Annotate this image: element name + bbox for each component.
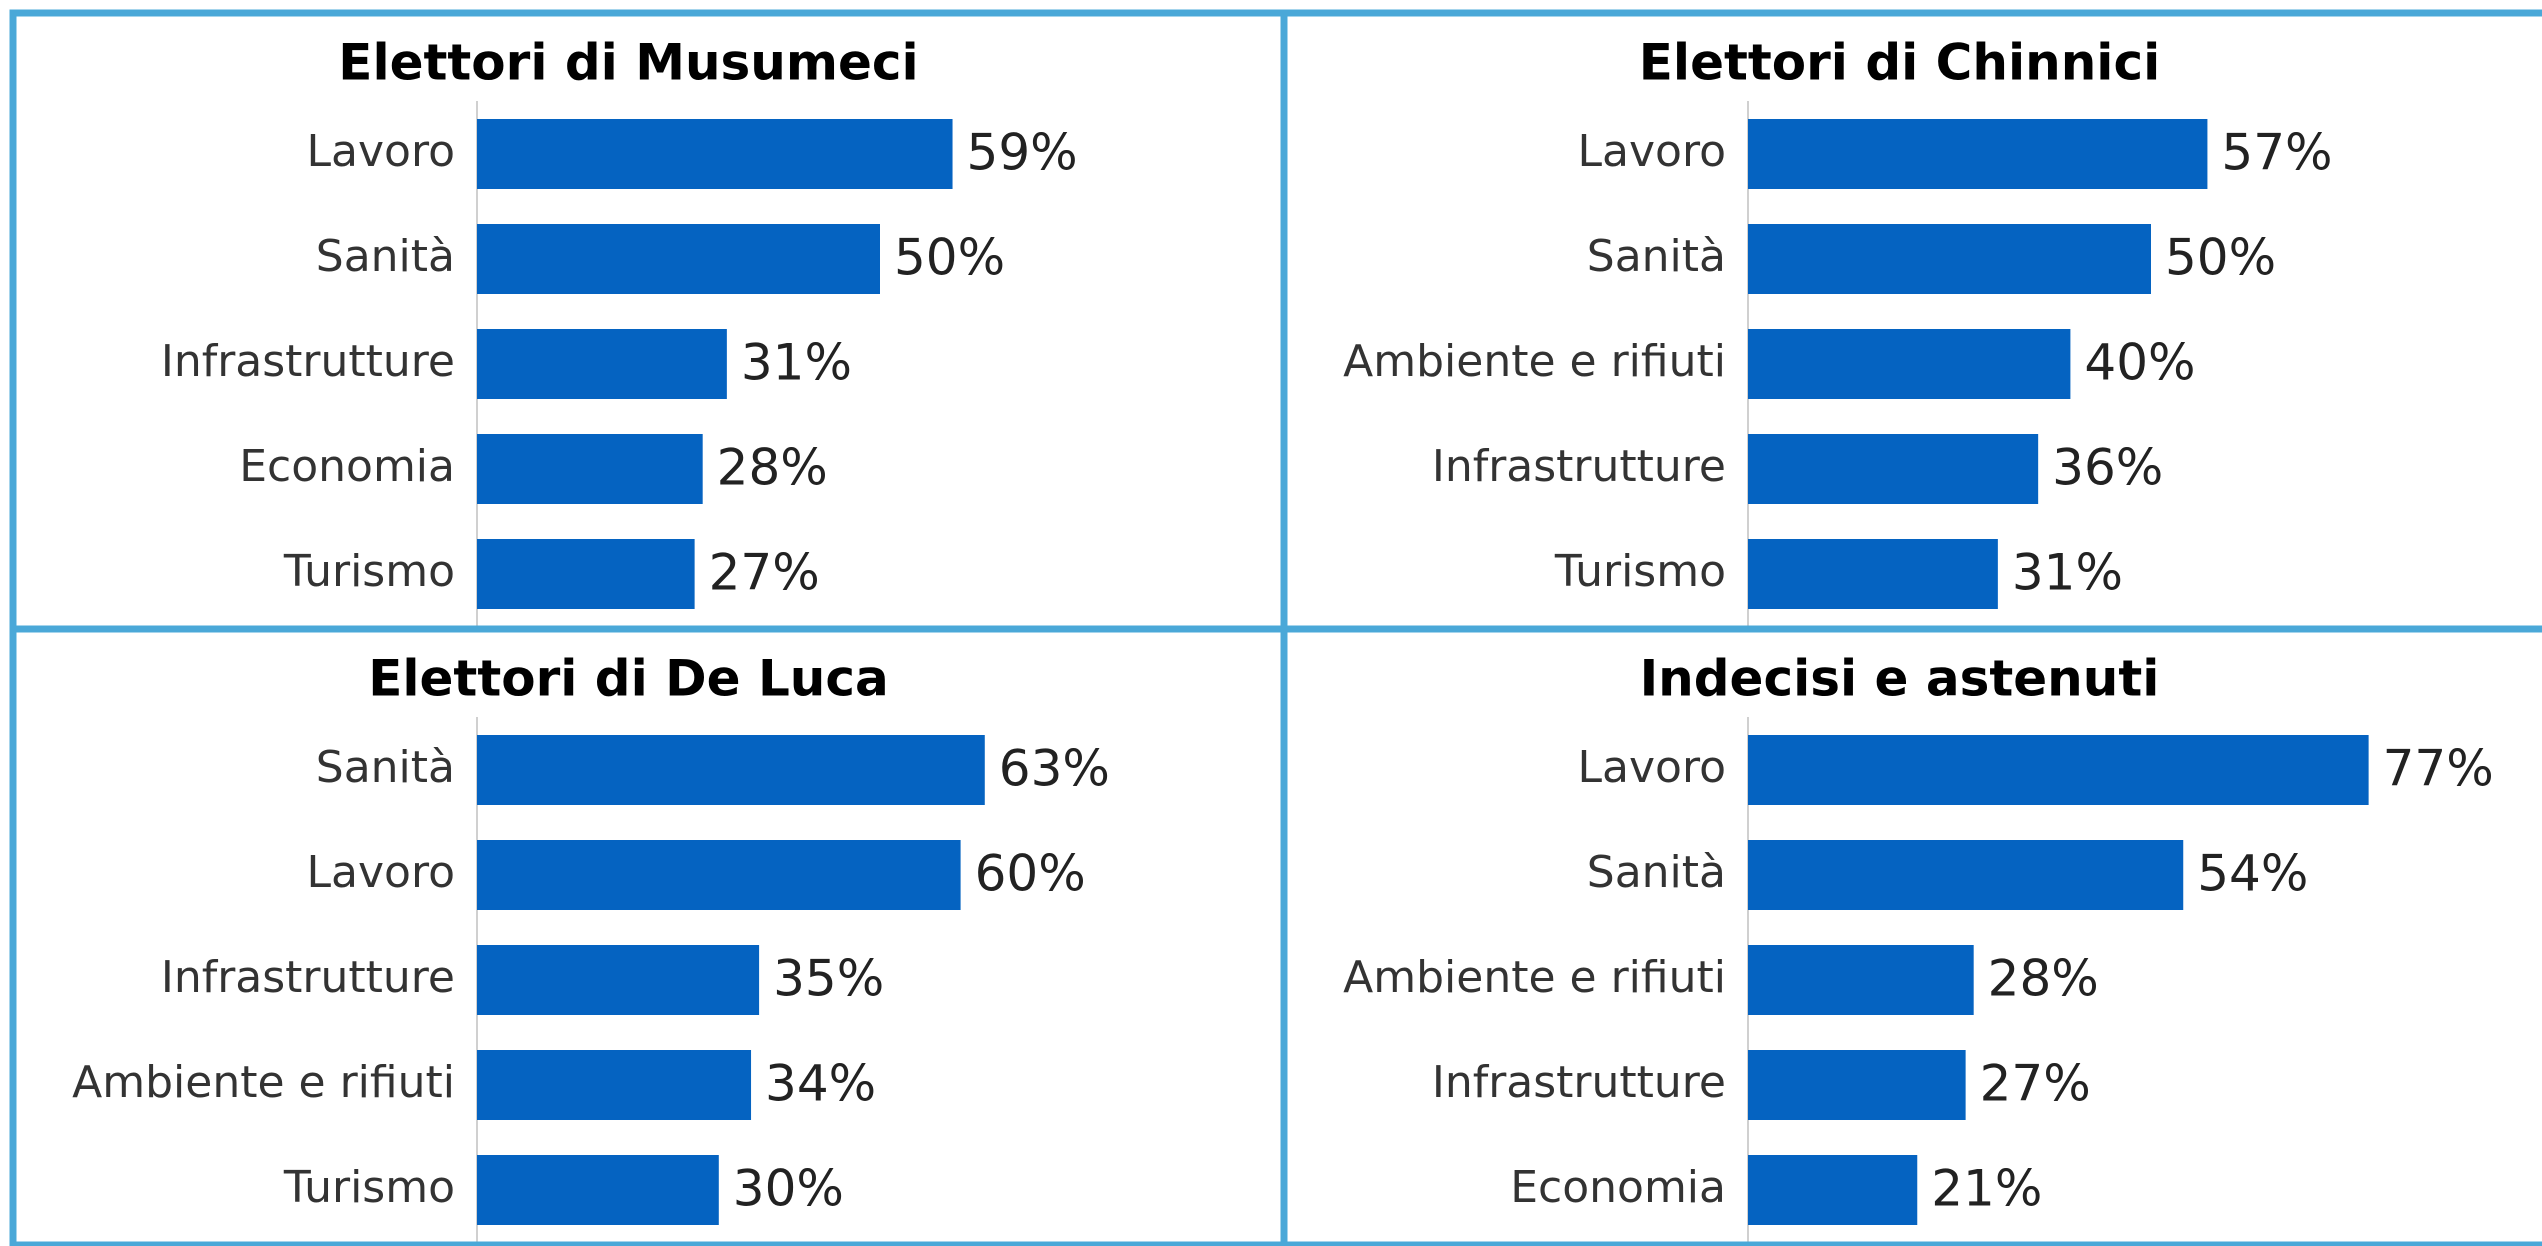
- bar: [1748, 224, 2151, 294]
- category-label: Sanità: [1587, 847, 1726, 898]
- value-label: 50%: [894, 229, 1005, 287]
- value-label: 57%: [2221, 124, 2332, 182]
- bar: [477, 840, 961, 910]
- bar: [1748, 1155, 1918, 1225]
- category-label: Economia: [1510, 1162, 1726, 1213]
- category-label: Lavoro: [1578, 126, 1726, 177]
- value-label: 35%: [773, 950, 884, 1008]
- panel-border: [1280, 625, 2542, 1246]
- value-label: 50%: [2165, 229, 2276, 287]
- chart-title: Indecisi e astenuti: [1640, 650, 2160, 708]
- category-label: Turismo: [283, 1162, 455, 1213]
- category-label: Infrastrutture: [1432, 441, 1726, 492]
- bar: [477, 434, 703, 504]
- chart-title: Elettori di De Luca: [368, 650, 889, 708]
- bar: [1748, 840, 2184, 910]
- bar: [1748, 119, 2208, 189]
- bar: [477, 1050, 752, 1120]
- value-label: 34%: [765, 1055, 876, 1113]
- bar: [477, 735, 985, 805]
- bar: [1748, 539, 1998, 609]
- value-label: 21%: [1931, 1160, 2042, 1218]
- category-label: Ambiente e rifiuti: [1343, 952, 1726, 1003]
- value-label: 54%: [2197, 845, 2308, 903]
- bar: [477, 1155, 719, 1225]
- value-label: 36%: [2052, 439, 2163, 497]
- category-label: Ambiente e rifiuti: [72, 1057, 455, 1108]
- category-label: Turismo: [283, 546, 455, 597]
- bar: [1748, 735, 2369, 805]
- category-label: Infrastrutture: [161, 952, 455, 1003]
- category-label: Lavoro: [1578, 742, 1726, 793]
- value-label: 63%: [999, 740, 1110, 798]
- bar: [477, 329, 727, 399]
- value-label: 40%: [2084, 334, 2195, 392]
- bar: [1748, 329, 2071, 399]
- panel-border: [1280, 9, 2542, 633]
- value-label: 31%: [2012, 544, 2123, 602]
- value-label: 77%: [2383, 740, 2494, 798]
- bar: [477, 119, 953, 189]
- value-label: 27%: [709, 544, 820, 602]
- panel-border: [9, 625, 1288, 1246]
- category-label: Turismo: [1554, 546, 1726, 597]
- category-label: Economia: [239, 441, 455, 492]
- bar: [1748, 434, 2039, 504]
- category-label: Lavoro: [307, 126, 455, 177]
- bar: [1748, 945, 1974, 1015]
- category-label: Sanità: [316, 231, 455, 282]
- category-label: Sanità: [316, 742, 455, 793]
- value-label: 60%: [975, 845, 1086, 903]
- category-label: Sanità: [1587, 231, 1726, 282]
- panel-border: [9, 9, 1288, 633]
- category-label: Infrastrutture: [161, 336, 455, 387]
- value-label: 31%: [741, 334, 852, 392]
- value-label: 59%: [967, 124, 1078, 182]
- category-label: Ambiente e rifiuti: [1343, 336, 1726, 387]
- value-label: 28%: [1988, 950, 2099, 1008]
- bar: [477, 539, 695, 609]
- bar: [477, 224, 880, 294]
- value-label: 28%: [717, 439, 828, 497]
- category-label: Lavoro: [307, 847, 455, 898]
- value-label: 27%: [1980, 1055, 2091, 1113]
- bar: [1748, 1050, 1966, 1120]
- bar: [477, 945, 760, 1015]
- chart-title: Elettori di Musumeci: [338, 34, 918, 92]
- value-label: 30%: [733, 1160, 844, 1218]
- chart-title: Elettori di Chinnici: [1639, 34, 2160, 92]
- category-label: Infrastrutture: [1432, 1057, 1726, 1108]
